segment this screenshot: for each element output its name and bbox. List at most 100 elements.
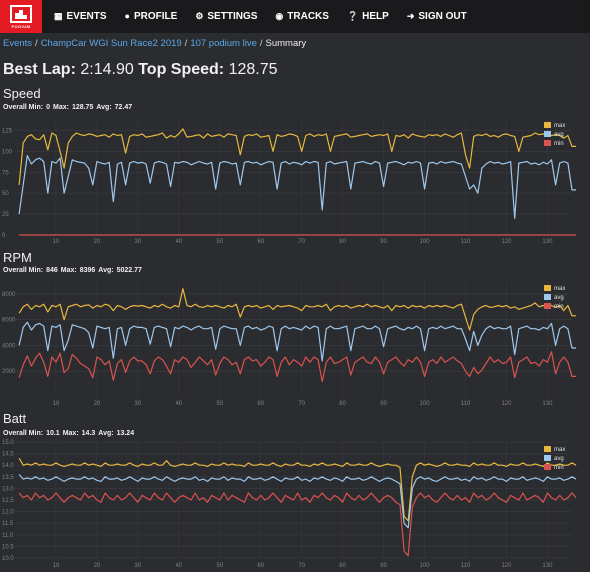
speed-y-tick-label: 0: [2, 233, 6, 239]
rpm-series-avg: [18, 321, 577, 362]
batt-x-tick-label: 50: [216, 563, 223, 569]
calendar-icon: ▦: [54, 11, 63, 21]
logo-text: PODIUM: [11, 23, 31, 29]
speed-min-label: Overall Min:: [3, 104, 44, 111]
breadcrumb-separator: /: [35, 38, 38, 49]
breadcrumb-session-link[interactable]: 107 podium live: [190, 38, 257, 49]
podium-logo[interactable]: PODIUM: [0, 0, 42, 33]
breadcrumb-current: Summary: [265, 38, 307, 49]
batt-y-tick-label: 14.0: [2, 463, 14, 469]
rpm-legend-swatch-min[interactable]: [544, 303, 551, 309]
user-icon: ●: [124, 11, 130, 21]
nav-tracks[interactable]: ◉ TRACKS: [275, 11, 329, 22]
batt-x-tick-label: 30: [135, 563, 142, 569]
rpm-legend-swatch-avg[interactable]: [544, 294, 551, 300]
nav-sign-out-label: SIGN OUT: [418, 11, 467, 22]
speed-x-tick-label: 110: [461, 239, 471, 245]
nav-profile-label: PROFILE: [133, 11, 178, 22]
speed-legend-label-max[interactable]: max: [554, 123, 565, 129]
nav-tracks-label: TRACKS: [287, 11, 329, 22]
best-lap-label: Best Lap:: [3, 61, 76, 78]
nav-sign-out[interactable]: ➜ SIGN OUT: [407, 11, 467, 22]
batt-x-tick-label: 80: [339, 563, 346, 569]
rpm-x-tick-label: 70: [298, 401, 305, 407]
rpm-chart-title: RPM: [3, 250, 32, 265]
rpm-x-tick-label: 40: [175, 401, 182, 407]
batt-legend-label-max[interactable]: max: [554, 447, 565, 453]
rpm-x-tick-label: 90: [380, 401, 387, 407]
batt-x-tick-label: 100: [420, 563, 431, 569]
globe-icon: ◉: [275, 11, 284, 21]
rpm-series-min: [18, 351, 577, 383]
batt-x-tick-label: 60: [257, 563, 264, 569]
speed-legend-label-avg[interactable]: avg: [554, 132, 564, 138]
rpm-legend-swatch-max[interactable]: [544, 285, 551, 291]
batt-y-tick-label: 13.0: [2, 486, 14, 492]
batt-y-tick-label: 13.5: [2, 475, 14, 481]
rpm-x-tick-label: 100: [420, 401, 431, 407]
speed-chart: 0 25 50 75 100 125 10 20 30 40 50 60 70 80 90 100 110 120…: [2, 118, 577, 245]
top-speed-label: Top Speed:: [138, 61, 225, 78]
rpm-x-tick-label: 60: [257, 401, 264, 407]
speed-legend-swatch-min[interactable]: [544, 140, 551, 146]
batt-x-tick-label: 40: [175, 563, 182, 569]
rpm-x-tick-label: 20: [94, 401, 101, 407]
batt-max-label: Max:: [62, 430, 79, 437]
summary-heading: Best Lap: 2:14.90 Top Speed: 128.75: [3, 61, 278, 79]
rpm-legend-label-avg[interactable]: avg: [554, 295, 564, 301]
nav-help[interactable]: ❔ HELP: [347, 11, 389, 22]
rpm-x-tick-label: 50: [216, 401, 223, 407]
nav-events[interactable]: ▦ EVENTS: [54, 11, 107, 22]
rpm-y-tick-label: 2000: [2, 369, 16, 375]
batt-legend-label-min[interactable]: min: [554, 465, 564, 471]
speed-y-tick-label: 75: [2, 170, 9, 176]
batt-y-tick-label: 12.0: [2, 510, 14, 516]
speed-legend-label-min[interactable]: min: [554, 141, 564, 147]
breadcrumb-event-link[interactable]: ChampCar WGI Sun Race2 2019: [40, 38, 182, 49]
gear-icon: ⚙: [195, 11, 204, 21]
batt-x-tick-label: 90: [380, 563, 387, 569]
batt-legend-swatch-avg[interactable]: [544, 455, 551, 461]
speed-legend-swatch-avg[interactable]: [544, 131, 551, 137]
speed-avg-value: 72.47: [114, 104, 133, 111]
speed-legend-swatch-max[interactable]: [544, 122, 551, 128]
nav-profile[interactable]: ● PROFILE: [125, 11, 178, 22]
batt-stats: Overall Min: 10.1 Max: 14.3 Avg: 13.24: [3, 430, 137, 437]
rpm-chart: 2000 4000 6000 8000 10 20 30 40 50 60 70 80 90 100 110…: [2, 281, 577, 407]
speed-y-tick-label: 25: [2, 212, 9, 218]
batt-y-tick-label: 11.0: [2, 533, 14, 539]
batt-max-value: 14.3: [81, 430, 96, 437]
speed-max-value: 128.75: [71, 104, 94, 111]
rpm-min-label: Overall Min:: [3, 267, 44, 274]
speed-chart-title: Speed: [3, 86, 41, 101]
batt-x-tick-label: 70: [298, 563, 305, 569]
nav-settings[interactable]: ⚙ SETTINGS: [195, 11, 257, 22]
speed-stats: Overall Min: 0 Max: 128.75 Avg: 72.47: [3, 104, 135, 111]
batt-x-tick-label: 10: [53, 563, 60, 569]
batt-series-max: [18, 457, 577, 522]
speed-x-tick-label: 40: [175, 239, 182, 245]
batt-legend-swatch-max[interactable]: [544, 446, 551, 452]
sign-out-icon: ➜: [406, 11, 415, 21]
speed-x-tick-label: 30: [135, 239, 142, 245]
batt-min-value: 10.1: [46, 430, 60, 437]
top-speed-value: 128.75: [228, 61, 278, 78]
speed-x-tick-label: 60: [257, 239, 264, 245]
speed-min-value: 0: [46, 104, 50, 111]
rpm-legend-label-max[interactable]: max: [554, 286, 565, 292]
batt-y-tick-label: 10.0: [2, 556, 14, 562]
rpm-x-tick-label: 80: [339, 401, 346, 407]
rpm-legend-label-min[interactable]: min: [554, 304, 564, 310]
batt-y-tick-label: 11.5: [2, 521, 14, 527]
rpm-max-label: Max:: [60, 267, 77, 274]
batt-legend-label-avg[interactable]: avg: [554, 456, 564, 462]
batt-legend-swatch-min[interactable]: [544, 464, 551, 470]
speed-x-tick-label: 10: [53, 239, 60, 245]
rpm-x-tick-label: 30: [135, 401, 142, 407]
speed-x-tick-label: 20: [94, 239, 101, 245]
top-navbar: PODIUM ▦ EVENTS ● PROFILE ⚙ SETTINGS ◉ TRACK…: [0, 0, 590, 33]
podium-logo-icon: [10, 4, 32, 23]
batt-min-label: Overall Min:: [3, 430, 44, 437]
rpm-avg-value: 5022.77: [116, 267, 142, 274]
breadcrumb-events-link[interactable]: Events: [3, 38, 33, 49]
